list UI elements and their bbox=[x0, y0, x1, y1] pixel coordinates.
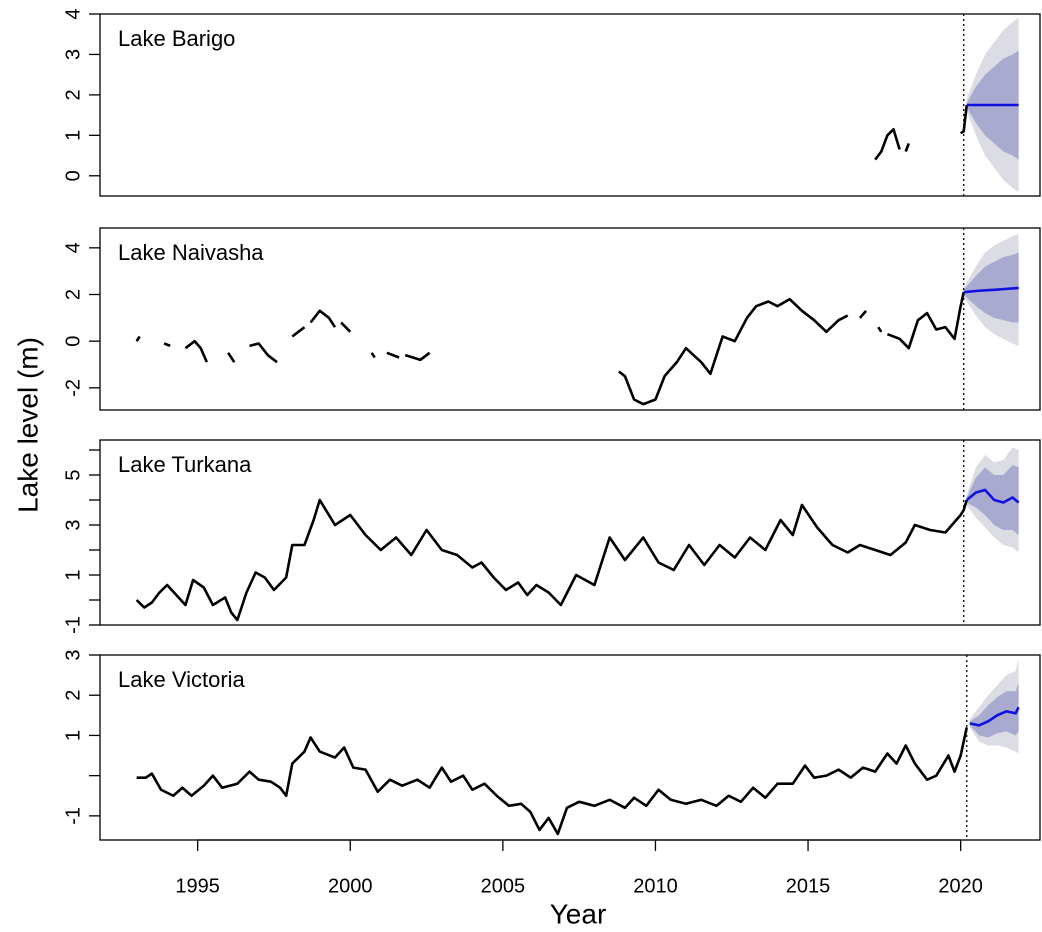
y-tick-label: 1 bbox=[62, 569, 84, 580]
y-tick-label: 1 bbox=[62, 730, 84, 741]
lake-level-line bbox=[135, 498, 968, 622]
y-tick-label: -1 bbox=[62, 616, 84, 634]
band-80 bbox=[963, 252, 1019, 323]
x-tick-label: 2005 bbox=[481, 875, 526, 897]
forecast-line bbox=[965, 488, 1020, 504]
y-tick-label: 1 bbox=[62, 130, 84, 141]
panel-title: Lake Turkana bbox=[118, 452, 252, 477]
y-tick-label: 3 bbox=[62, 519, 84, 530]
panel-title: Lake Victoria bbox=[118, 667, 246, 692]
x-axis-title: Year bbox=[550, 898, 607, 929]
y-tick-label: 5 bbox=[62, 469, 84, 480]
y-tick-label: 0 bbox=[62, 336, 84, 347]
panel-frame bbox=[99, 13, 1041, 197]
panel-title: Lake Naivasha bbox=[118, 240, 264, 265]
forecast-line bbox=[969, 706, 1020, 727]
y-tick-label: 4 bbox=[62, 8, 84, 19]
panel-title: Lake Barigo bbox=[118, 26, 235, 51]
x-tick-label: 2015 bbox=[786, 875, 831, 897]
y-tick-label: -1 bbox=[62, 807, 84, 825]
x-tick-label: 2000 bbox=[328, 875, 373, 897]
y-tick-label: -2 bbox=[62, 379, 84, 397]
x-tick-label: 2020 bbox=[938, 875, 983, 897]
y-tick-label: 0 bbox=[62, 170, 84, 181]
lake-level-line bbox=[136, 727, 969, 836]
y-axis-title: Lake level (m) bbox=[12, 337, 43, 513]
lake-level-line bbox=[135, 291, 965, 406]
y-tick-label: 3 bbox=[62, 649, 84, 660]
y-tick-label: 3 bbox=[62, 49, 84, 60]
forecast-line bbox=[963, 286, 1019, 294]
x-tick-label: 2010 bbox=[633, 875, 678, 897]
y-tick-label: 2 bbox=[62, 289, 84, 300]
y-tick-label: 2 bbox=[62, 690, 84, 701]
x-tick-label: 1995 bbox=[175, 875, 220, 897]
lake-level-line bbox=[874, 104, 969, 161]
y-tick-label: 4 bbox=[62, 242, 84, 253]
panel-frame bbox=[99, 439, 1041, 626]
panel-frame bbox=[99, 227, 1041, 411]
y-tick-label: 2 bbox=[62, 89, 84, 100]
